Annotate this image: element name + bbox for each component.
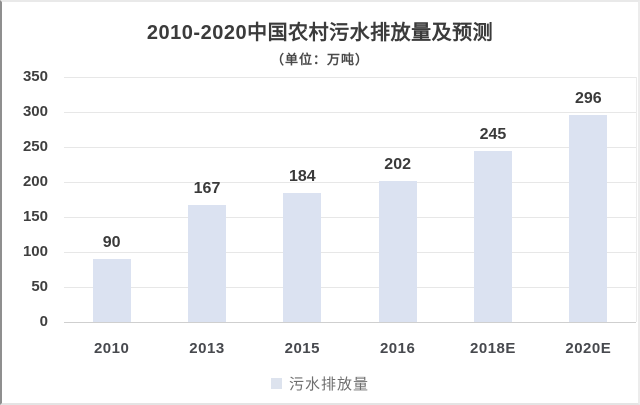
bar-value-label: 296	[574, 89, 602, 107]
bar-slot: 167	[159, 77, 254, 322]
bar	[187, 205, 226, 322]
gridline	[64, 287, 636, 288]
bar-value-label: 202	[384, 155, 411, 173]
bars-container: 90 167 184 202 245 296	[64, 77, 636, 322]
y-axis: 350 300 250 200 150 100 50 0	[2, 68, 50, 330]
bar	[92, 259, 131, 322]
legend-label: 污水排放量	[288, 376, 369, 393]
bar	[378, 180, 417, 322]
gridline	[64, 252, 636, 253]
bar-slot: 90	[64, 77, 159, 322]
x-axis: 2010 2013 2015 2016 2018E 2020E	[64, 340, 636, 357]
x-tick-label: 2016	[379, 340, 416, 357]
chart-title: 2010-2020中国农村污水排放量及预测	[146, 22, 494, 44]
bar-slot: 296	[541, 77, 636, 322]
legend-swatch-icon	[270, 378, 282, 389]
y-tick-label: 300	[22, 103, 48, 120]
y-tick-label: 150	[22, 208, 48, 225]
bar	[569, 114, 608, 322]
bar-slot: 245	[445, 77, 540, 322]
legend: 污水排放量	[2, 373, 638, 394]
bar-value-label: 184	[288, 168, 316, 186]
x-axis-baseline	[64, 322, 636, 323]
x-tick-label: 2015	[284, 340, 320, 357]
x-tick-label: 2013	[189, 340, 225, 357]
plot-area: 90 167 184 202 245 296	[64, 77, 637, 323]
y-tick-label: 0	[39, 313, 48, 330]
x-tick-label: 2020E	[565, 340, 612, 357]
chart-subtitle: （单位：万吨）	[270, 52, 369, 67]
gridline	[64, 182, 636, 183]
gridline	[64, 77, 636, 78]
gridline	[64, 112, 636, 113]
bar-slot: 202	[350, 77, 445, 322]
y-tick-label: 350	[22, 68, 48, 85]
x-tick-label: 2018E	[470, 340, 516, 357]
bar-value-label: 167	[193, 180, 221, 198]
y-tick-label: 100	[22, 243, 48, 260]
gridline	[64, 217, 636, 218]
x-tick-label: 2010	[93, 340, 130, 357]
bar	[473, 150, 512, 322]
bar-value-label: 245	[479, 125, 507, 143]
bar-value-label: 90	[102, 234, 121, 251]
y-tick-label: 250	[22, 138, 48, 155]
bar-slot: 184	[255, 77, 350, 322]
bar	[283, 193, 322, 322]
y-tick-label: 50	[31, 278, 48, 295]
gridline	[64, 147, 636, 148]
y-tick-label: 200	[22, 173, 48, 190]
